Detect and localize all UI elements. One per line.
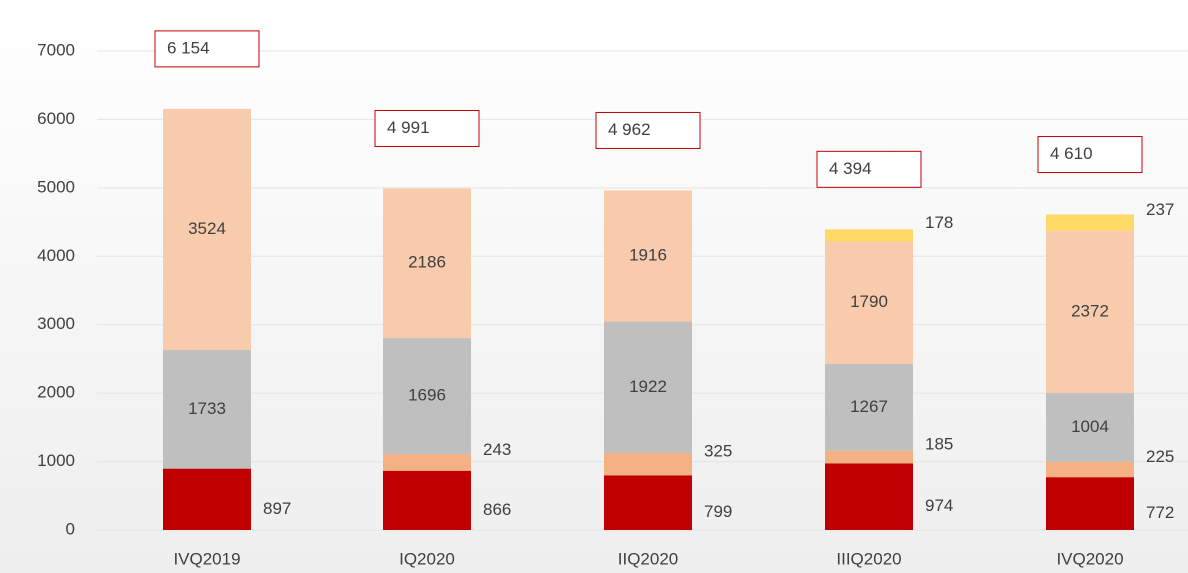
total-label: 4 991	[387, 118, 430, 137]
data-label: 237	[1146, 200, 1174, 219]
bar-segment	[825, 463, 913, 530]
data-label: 1916	[629, 245, 667, 264]
x-tick-label: IIQ2020	[618, 549, 679, 568]
x-tick-label: IQ2020	[399, 549, 455, 568]
y-tick-label: 1000	[37, 451, 75, 470]
total-box	[374, 109, 480, 147]
total-label: 4 962	[608, 120, 651, 139]
data-label: 325	[704, 442, 732, 461]
y-tick-label: 7000	[37, 40, 75, 59]
bar-segment	[1046, 393, 1134, 462]
bar-segment	[383, 454, 471, 471]
data-label: 3524	[188, 219, 226, 238]
bar-segment	[604, 190, 692, 322]
bar-segment	[825, 241, 913, 364]
total-box	[595, 111, 701, 149]
x-tick-label: IIIQ2020	[836, 549, 901, 568]
bar-segment	[1046, 214, 1134, 231]
data-label: 243	[483, 440, 511, 459]
bar-segment	[1046, 230, 1134, 394]
data-label: 897	[263, 499, 291, 518]
bar-segment	[604, 475, 692, 530]
data-label: 772	[1146, 503, 1174, 522]
y-tick-label: 6000	[37, 109, 75, 128]
data-label: 1004	[1071, 417, 1109, 436]
data-label: 799	[704, 502, 732, 521]
data-label: 178	[925, 213, 953, 232]
bar-segment	[1046, 477, 1134, 530]
y-tick-label: 2000	[37, 383, 75, 402]
data-label: 2372	[1071, 301, 1109, 320]
bar-segment	[825, 450, 913, 464]
data-label: 1267	[850, 397, 888, 416]
total-box	[816, 150, 922, 188]
total-box	[1037, 136, 1143, 174]
x-tick-label: IVQ2020	[1056, 549, 1123, 568]
y-tick-label: 5000	[37, 177, 75, 196]
bar-segment	[163, 108, 251, 351]
total-label: 6 154	[167, 38, 210, 57]
bar-segment	[825, 229, 913, 242]
bar-segment	[604, 321, 692, 454]
total-label: 4 394	[829, 159, 872, 178]
data-label: 1790	[850, 292, 888, 311]
data-label: 1922	[629, 377, 667, 396]
bar-segment	[383, 188, 471, 339]
bar-segment	[163, 350, 251, 469]
data-label: 225	[1146, 447, 1174, 466]
data-label: 1696	[408, 386, 446, 405]
data-label: 1733	[188, 399, 226, 418]
data-label: 974	[925, 496, 953, 515]
total-box	[154, 30, 260, 68]
bar-segment	[825, 363, 913, 451]
data-label: 866	[483, 500, 511, 519]
y-tick-label: 0	[66, 519, 75, 538]
bar-segment	[1046, 461, 1134, 478]
data-label: 2186	[408, 253, 446, 272]
bar-segment	[383, 470, 471, 530]
bar-segment	[604, 453, 692, 476]
total-label: 4 610	[1050, 144, 1093, 163]
y-tick-label: 4000	[37, 246, 75, 265]
y-tick-label: 3000	[37, 314, 75, 333]
x-tick-label: IVQ2019	[173, 549, 240, 568]
bar-segment	[383, 338, 471, 455]
bar-segment	[163, 468, 251, 530]
data-label: 185	[925, 435, 953, 454]
